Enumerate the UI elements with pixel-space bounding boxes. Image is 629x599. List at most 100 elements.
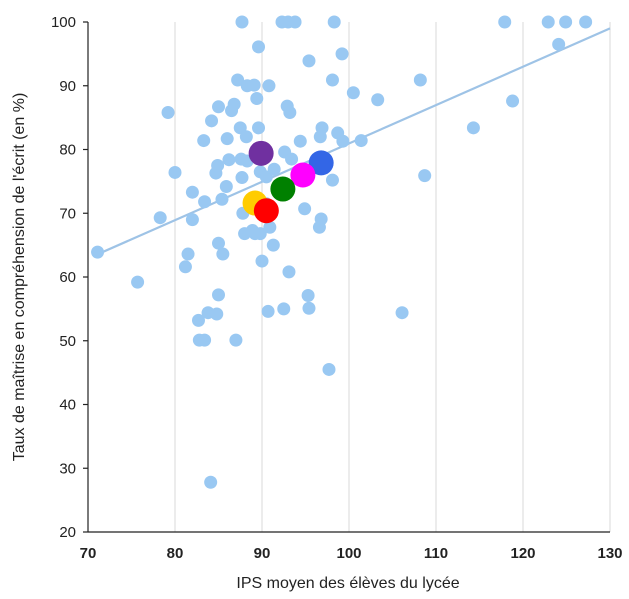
data-point xyxy=(371,93,385,107)
data-point xyxy=(552,37,566,51)
data-point xyxy=(198,195,212,209)
x-tick-label: 120 xyxy=(510,545,535,562)
data-point xyxy=(346,86,360,100)
y-tick-label: 80 xyxy=(59,142,76,159)
data-point xyxy=(285,152,299,166)
x-tick-label: 90 xyxy=(254,545,271,562)
data-point xyxy=(250,92,264,105)
trendline xyxy=(96,27,611,256)
data-point xyxy=(559,15,573,29)
x-tick-label: 100 xyxy=(336,545,361,562)
data-point xyxy=(315,121,329,135)
y-tick-label: 70 xyxy=(59,205,76,222)
trend-line xyxy=(96,27,611,256)
data-point xyxy=(212,100,225,114)
grid-lines xyxy=(87,22,611,532)
data-point xyxy=(322,362,336,376)
data-point xyxy=(541,15,555,29)
data-point xyxy=(267,162,281,176)
data-point xyxy=(325,173,339,187)
data-point xyxy=(198,333,212,347)
data-point xyxy=(283,106,297,120)
highlight-point-1 xyxy=(248,140,274,166)
data-point xyxy=(266,238,280,252)
data-point xyxy=(282,265,296,279)
data-point xyxy=(247,78,261,92)
x-tick-label: 70 xyxy=(80,545,97,562)
y-tick-label: 20 xyxy=(59,524,76,541)
data-point xyxy=(153,211,167,225)
data-point xyxy=(211,158,225,172)
data-point xyxy=(239,130,253,144)
highlighted-points xyxy=(242,140,334,224)
data-points xyxy=(91,15,593,489)
data-point xyxy=(314,212,328,226)
data-point xyxy=(288,15,302,29)
data-point xyxy=(261,304,275,318)
data-point xyxy=(131,275,145,289)
data-point xyxy=(212,236,225,250)
data-point xyxy=(235,15,249,29)
data-point xyxy=(395,306,409,320)
y-axis-title: Taux de maîtrise en compréhension de l'é… xyxy=(11,93,28,462)
data-point xyxy=(252,40,266,54)
data-point xyxy=(498,15,512,29)
data-point xyxy=(506,94,520,108)
y-tick-label: 100 xyxy=(51,14,76,31)
data-point xyxy=(302,301,316,315)
data-point xyxy=(325,73,339,87)
x-axis-title: IPS moyen des élèves du lycée xyxy=(236,575,459,592)
y-tick-label: 60 xyxy=(59,269,76,286)
data-point xyxy=(215,192,229,206)
data-point xyxy=(185,185,199,199)
data-point xyxy=(327,15,341,29)
y-tick-label: 30 xyxy=(59,460,76,477)
data-point xyxy=(205,114,219,128)
data-point xyxy=(161,106,175,120)
data-point xyxy=(579,15,593,29)
data-point xyxy=(229,333,243,347)
data-point xyxy=(212,288,225,302)
data-point xyxy=(335,47,349,61)
data-point xyxy=(302,54,316,68)
data-point xyxy=(222,153,236,167)
highlight-point-6 xyxy=(253,198,279,224)
data-point xyxy=(181,247,195,261)
data-point xyxy=(253,227,267,241)
data-point xyxy=(216,247,230,261)
data-point xyxy=(235,171,249,185)
data-point xyxy=(263,220,277,234)
data-point xyxy=(197,134,211,148)
x-tick-label: 80 xyxy=(167,545,184,562)
plot-frame xyxy=(83,21,610,533)
data-point xyxy=(418,169,432,183)
data-point xyxy=(204,475,218,489)
data-point xyxy=(277,302,291,316)
x-tick-labels: 70 80 90 100 110 120 130 xyxy=(80,545,623,562)
data-point xyxy=(168,165,182,179)
data-point xyxy=(466,121,480,135)
y-tick-label: 50 xyxy=(59,333,76,350)
data-point xyxy=(255,254,269,268)
data-point xyxy=(178,260,192,274)
x-tick-label: 110 xyxy=(424,545,448,562)
data-point xyxy=(219,179,233,193)
data-point xyxy=(210,307,224,321)
data-point xyxy=(413,73,427,87)
data-point xyxy=(231,73,245,87)
data-point xyxy=(185,213,199,227)
data-point xyxy=(293,134,307,148)
data-point xyxy=(336,134,350,148)
x-tick-label: 130 xyxy=(597,545,622,562)
data-point xyxy=(354,134,368,148)
data-point xyxy=(298,202,312,216)
highlight-point-4 xyxy=(270,176,296,202)
y-tick-label: 40 xyxy=(59,397,76,414)
data-point xyxy=(191,313,205,327)
data-point xyxy=(301,288,315,302)
data-point xyxy=(227,97,241,111)
y-tick-labels: 20 30 40 50 60 70 80 90 100 xyxy=(51,14,76,541)
data-point xyxy=(262,79,276,93)
highlight-point-2 xyxy=(308,150,334,176)
